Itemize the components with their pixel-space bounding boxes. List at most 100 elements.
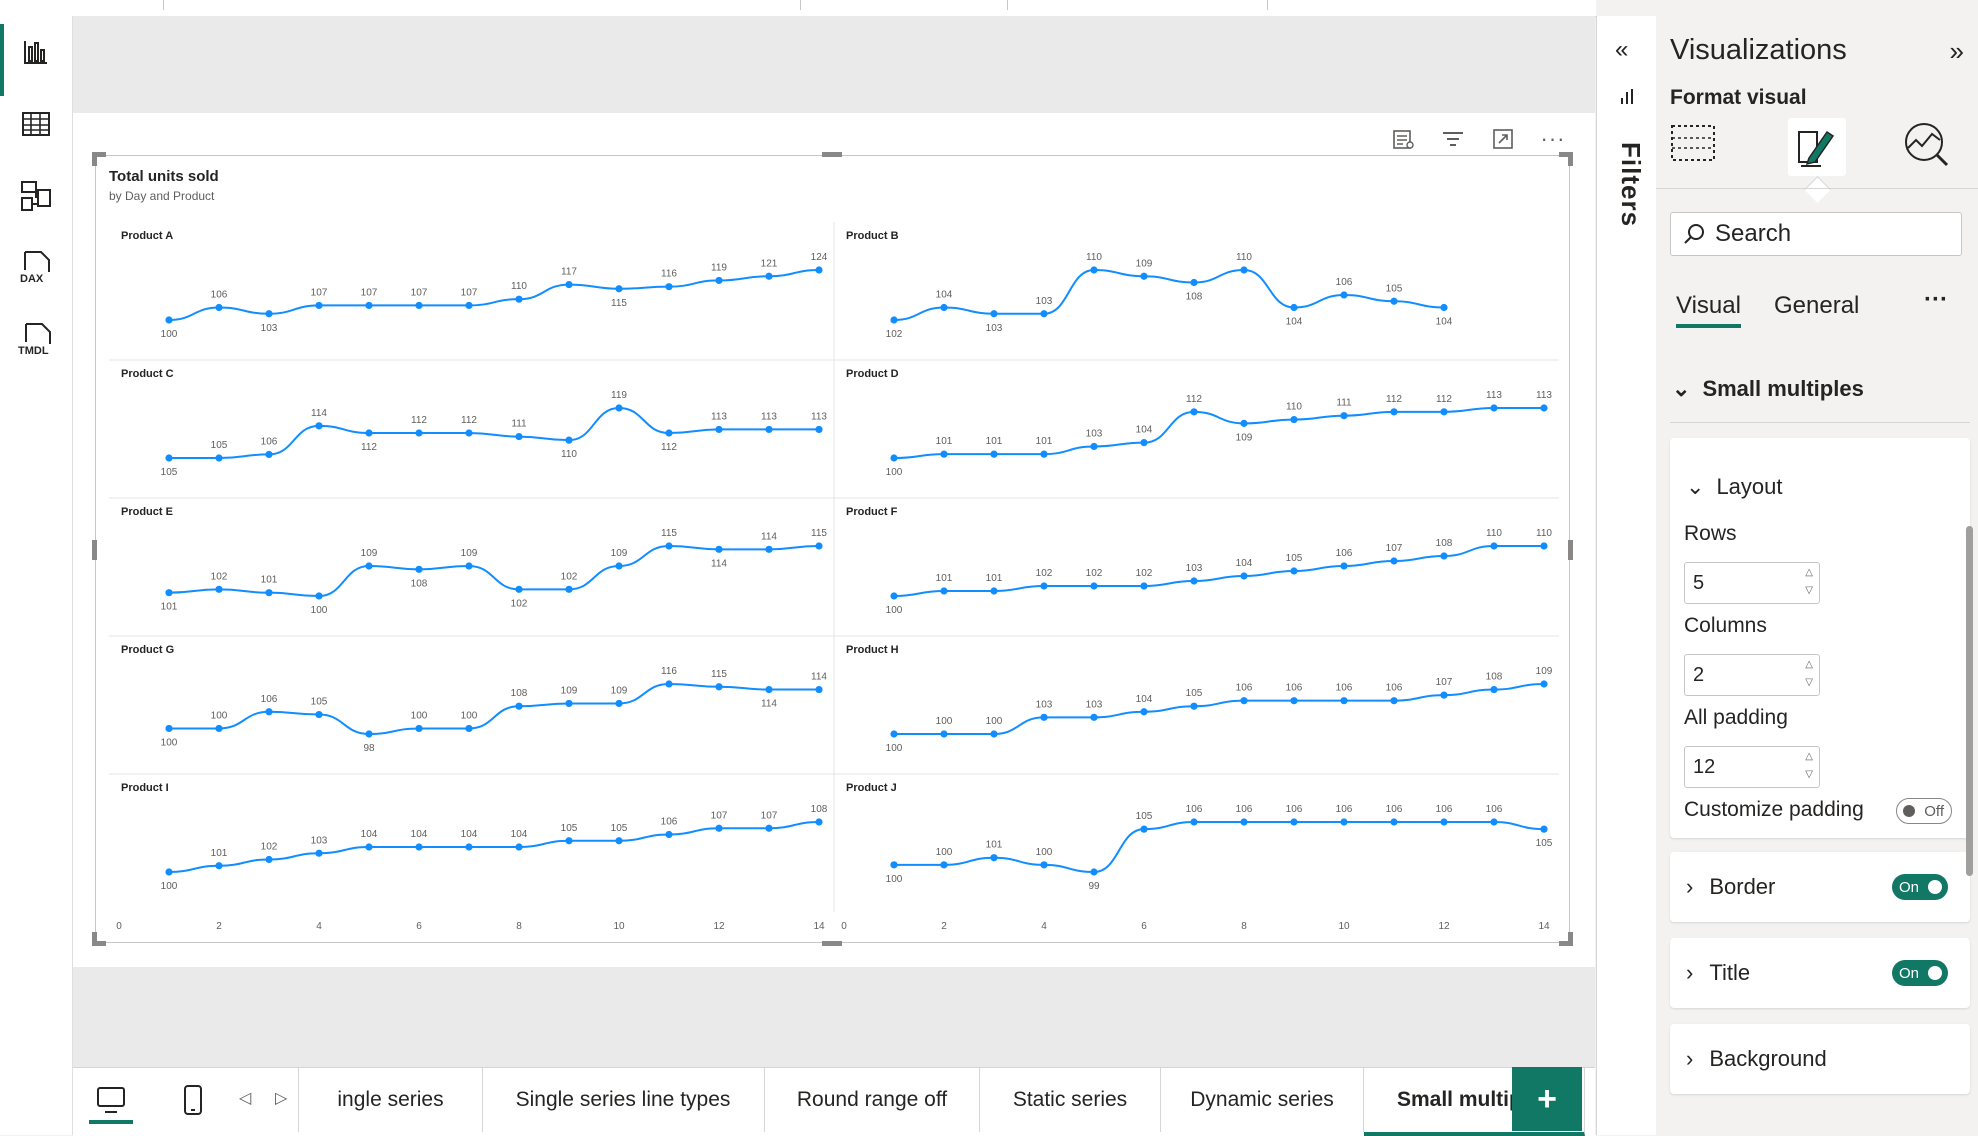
data-label: 101 <box>261 575 278 586</box>
data-point <box>1190 577 1198 585</box>
layout-header[interactable]: ⌄ Layout <box>1686 474 1783 500</box>
resize-handle[interactable] <box>92 540 97 560</box>
tmdl-view-button[interactable]: TMDL <box>8 312 64 368</box>
data-label: 103 <box>986 323 1003 334</box>
data-label: 109 <box>1136 258 1153 269</box>
model-icon <box>21 181 51 211</box>
customize-padding-toggle[interactable]: Off <box>1896 798 1952 824</box>
padding-stepper[interactable]: 12 △ ▽ <box>1684 746 1820 788</box>
desktop-view-button[interactable] <box>89 1080 133 1124</box>
border-toggle[interactable]: On <box>1892 874 1948 900</box>
series-line <box>893 545 1544 597</box>
search-input[interactable]: Search <box>1670 212 1962 256</box>
data-point <box>265 708 273 716</box>
stepper-down-icon[interactable]: ▽ <box>1805 769 1813 780</box>
title-toggle[interactable]: On <box>1892 960 1948 986</box>
tab-general[interactable]: General <box>1774 292 1860 319</box>
border-header[interactable]: › Border <box>1686 874 1775 900</box>
scroll-tabs-left-icon[interactable]: ◁ <box>239 1090 252 1107</box>
more-options-icon[interactable]: ··· <box>1924 286 1948 313</box>
more-options-icon[interactable]: ··· <box>1540 126 1566 151</box>
data-label: 114 <box>811 672 827 683</box>
divider <box>1670 422 1970 423</box>
title-header[interactable]: › Title <box>1686 960 1750 986</box>
panel-title: Product A <box>121 230 173 242</box>
data-point <box>1540 404 1548 412</box>
data-label: 105 <box>561 823 578 834</box>
border-card[interactable]: › Border On <box>1670 852 1970 922</box>
pane-scrollbar[interactable] <box>1966 526 1973 876</box>
small-multiples-section[interactable]: ⌄ Small multiples <box>1672 376 1864 402</box>
page-tabs-bar: ◁ ▷ ingle series Single series line type… <box>73 1067 1595 1136</box>
tab-dynamic-series[interactable]: Dynamic series <box>1161 1068 1364 1132</box>
report-view-button[interactable] <box>0 24 64 96</box>
toggle-state: Off <box>1924 803 1944 820</box>
stepper-up-icon[interactable]: △ <box>1805 659 1813 670</box>
tmdl-icon: TMDL <box>18 323 51 357</box>
panel-title: Product H <box>846 644 899 656</box>
build-visual-button[interactable] <box>1670 120 1718 170</box>
mobile-view-button[interactable] <box>171 1080 215 1120</box>
data-point <box>315 422 323 430</box>
background-card[interactable]: › Background <box>1670 1024 1970 1094</box>
resize-handle[interactable] <box>1568 152 1573 166</box>
data-label: 106 <box>1236 683 1253 694</box>
customize-padding-label: Customize padding <box>1684 798 1864 821</box>
filters-label[interactable]: Filters <box>1616 142 1646 228</box>
stepper-up-icon[interactable]: △ <box>1805 751 1813 762</box>
resize-handle[interactable] <box>92 932 97 946</box>
data-label: 110 <box>1286 402 1302 413</box>
data-label: 105 <box>1136 811 1153 822</box>
table-view-button[interactable] <box>8 96 64 152</box>
resize-handle[interactable] <box>92 941 106 946</box>
background-header[interactable]: › Background <box>1686 1046 1827 1072</box>
tab-static-series[interactable]: Static series <box>980 1068 1161 1132</box>
collapse-panes-icon[interactable]: « <box>1615 36 1629 63</box>
x-tick-label: 10 <box>613 921 625 932</box>
filter-pane-icon[interactable] <box>1617 86 1637 106</box>
data-label: 113 <box>1536 390 1552 401</box>
title-card[interactable]: › Title On <box>1670 938 1970 1008</box>
resize-handle[interactable] <box>822 941 842 946</box>
data-point <box>1440 691 1448 699</box>
data-label: 108 <box>1436 538 1453 549</box>
small-multiples-visual[interactable]: Total units sold by Day and Product Produc… <box>92 152 1573 946</box>
smart-narrative-icon[interactable] <box>1383 121 1423 157</box>
stepper-down-icon[interactable]: ▽ <box>1805 677 1813 688</box>
data-point <box>415 843 423 851</box>
resize-handle[interactable] <box>92 152 106 157</box>
scroll-tabs-right-icon[interactable]: ▷ <box>275 1090 288 1107</box>
columns-stepper[interactable]: 2 △ ▽ <box>1684 654 1820 696</box>
visual-header: ··· <box>1383 121 1573 157</box>
resize-handle[interactable] <box>1559 941 1573 946</box>
format-visual-button[interactable] <box>1788 118 1846 176</box>
tab-single-series-line-types[interactable]: Single series line types <box>482 1068 765 1132</box>
data-point <box>1290 567 1298 575</box>
data-label: 103 <box>311 835 328 846</box>
tab-visual[interactable]: Visual <box>1676 292 1741 328</box>
stepper-up-icon[interactable]: △ <box>1805 567 1813 578</box>
data-point <box>565 280 573 289</box>
analytics-button[interactable] <box>1902 120 1952 170</box>
data-point <box>1190 278 1198 287</box>
add-page-button[interactable]: + <box>1512 1067 1582 1131</box>
data-label: 109 <box>1536 666 1553 677</box>
resize-handle[interactable] <box>1568 932 1573 946</box>
tmdl-label: TMDL <box>18 345 49 357</box>
tab-single-series[interactable]: ingle series <box>298 1068 483 1132</box>
resize-handle[interactable] <box>1568 540 1573 560</box>
resize-handle[interactable] <box>92 152 97 166</box>
model-view-button[interactable] <box>8 168 64 224</box>
collapse-pane-icon[interactable]: » <box>1949 36 1964 66</box>
focus-mode-icon[interactable] <box>1483 121 1523 157</box>
x-tick-label: 12 <box>1438 921 1450 932</box>
rows-stepper[interactable]: 5 △ ▽ <box>1684 562 1820 604</box>
dax-query-view-button[interactable]: DAX <box>8 240 64 296</box>
resize-handle[interactable] <box>822 152 842 157</box>
filter-icon[interactable] <box>1433 121 1473 157</box>
data-label: 100 <box>936 716 953 727</box>
data-point <box>715 683 723 691</box>
stepper-down-icon[interactable]: ▽ <box>1805 585 1813 596</box>
resize-handle[interactable] <box>1559 152 1573 157</box>
tab-round-range-off[interactable]: Round range off <box>765 1068 980 1132</box>
